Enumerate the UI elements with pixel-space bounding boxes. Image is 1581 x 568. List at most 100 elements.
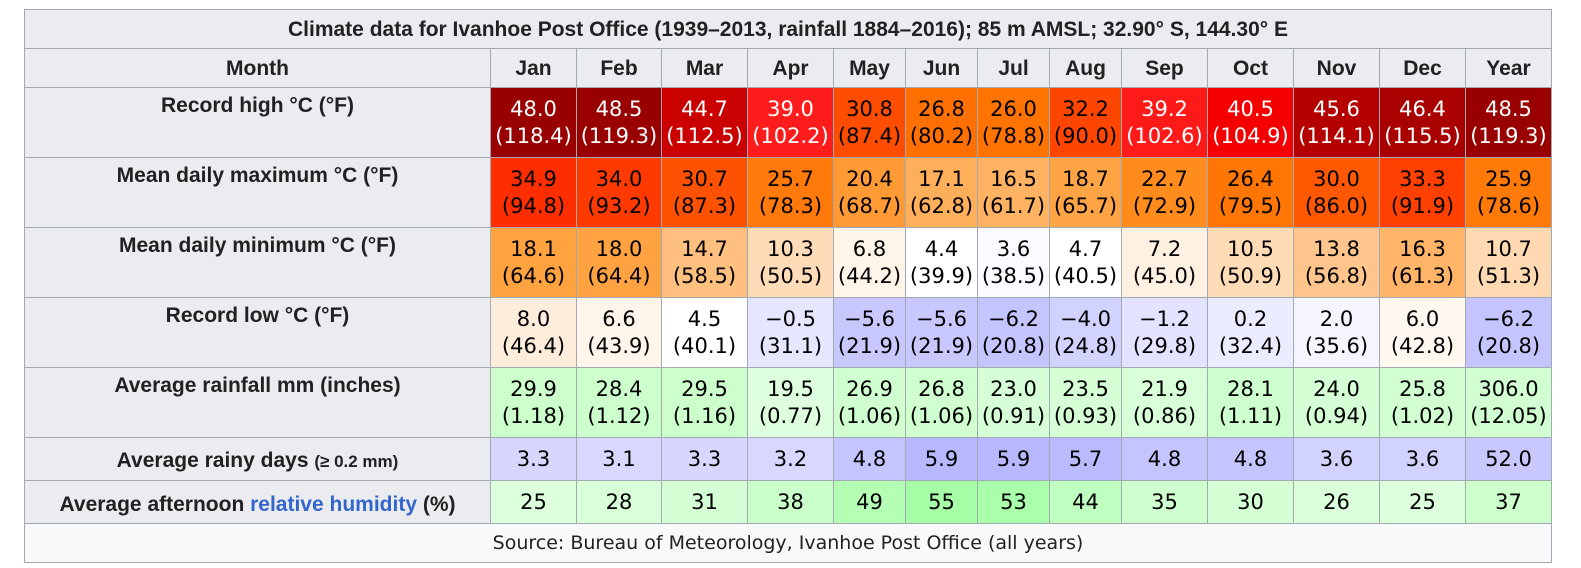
cell-value-converted: (78.8) xyxy=(981,123,1046,148)
row-header: Mean daily maximum °C (°F) xyxy=(24,157,491,228)
cell-value-converted: (1.18) xyxy=(501,403,566,428)
table-cell: 10.7 (51.3) xyxy=(1465,227,1552,298)
relative-humidity-link[interactable]: relative humidity xyxy=(250,492,417,516)
cell-value: 4.4 xyxy=(924,236,959,261)
cell-value-converted: (58.5) xyxy=(672,263,737,288)
table-cell: 26.8 (80.2) xyxy=(905,87,978,158)
cell-value-converted: (12.05) xyxy=(1470,403,1547,428)
cell-value-converted: (102.2) xyxy=(752,123,829,148)
cell-value: 48.5 xyxy=(595,96,643,121)
cell-value: 21.9 xyxy=(1141,376,1188,401)
table-row: Average rainy days (≥ 0.2 mm) 3.3 3.1 3.3 3.… xyxy=(24,437,1552,481)
cell-value: 18.1 xyxy=(510,236,557,261)
cell-value: 10.7 xyxy=(1485,236,1532,261)
cell-value: 0.2 xyxy=(1233,306,1268,331)
cell-value-converted: (64.6) xyxy=(501,263,566,288)
column-header-jun: Jun xyxy=(905,48,978,88)
cell-value-converted: (65.7) xyxy=(1053,193,1118,218)
cell-value-converted: (61.3) xyxy=(1390,263,1455,288)
cell-value: 45.6 xyxy=(1313,96,1360,121)
cell-value: 306.0 xyxy=(1478,376,1539,401)
cell-value-converted: (90.0) xyxy=(1053,123,1118,148)
climate-table: Climate data for Ivanhoe Post Office (19… xyxy=(24,9,1552,563)
cell-value: 25.7 xyxy=(767,166,814,191)
table-cell: 25.8 (1.02) xyxy=(1379,367,1466,438)
cell-value: 17.1 xyxy=(918,166,965,191)
table-cell: 4.5 (40.1) xyxy=(661,297,748,368)
column-header-dec: Dec xyxy=(1379,48,1466,88)
table-row: Mean daily maximum °C (°F) 34.9 (94.8) 34.0… xyxy=(24,157,1552,228)
row-header-label: Mean daily maximum °C (°F) xyxy=(116,164,399,187)
cell-value: 3.6 xyxy=(1319,446,1354,471)
cell-value: 23.5 xyxy=(1062,376,1109,401)
cell-value-converted: (79.5) xyxy=(1218,193,1283,218)
table-cell: 32.2 (90.0) xyxy=(1049,87,1122,158)
table-cell: 30.8 (87.4) xyxy=(833,87,906,158)
table-row: Average rainfall mm (inches) 29.9 (1.18) 28… xyxy=(24,367,1552,438)
cell-value: 26 xyxy=(1323,489,1350,514)
cell-value: 23.0 xyxy=(990,376,1037,401)
table-cell: 23.0 (0.91) xyxy=(977,367,1050,438)
table-cell: 49 xyxy=(833,480,906,524)
cell-value-converted: (62.8) xyxy=(909,193,974,218)
table-cell: 24.0 (0.94) xyxy=(1293,367,1380,438)
cell-value-converted: (87.4) xyxy=(837,123,902,148)
table-row: Record low °C (°F) 8.0 (46.4) 6.6 (43.9) 4.5(… xyxy=(24,297,1552,368)
cell-value: 28 xyxy=(605,489,633,514)
table-cell: 28 xyxy=(576,480,662,524)
cell-value: 55 xyxy=(928,489,955,514)
cell-value: 22.7 xyxy=(1141,166,1188,191)
table-cell: 7.2 (45.0) xyxy=(1121,227,1208,298)
cell-value: 5.7 xyxy=(1068,446,1103,471)
table-cell: 44 xyxy=(1049,480,1122,524)
column-header-jul: Jul xyxy=(977,48,1050,88)
cell-value-converted: (93.2) xyxy=(587,193,651,218)
cell-value-converted: (46.4) xyxy=(501,333,566,358)
table-cell: −5.6 (21.9) xyxy=(833,297,906,368)
cell-value-converted: (61.7) xyxy=(981,193,1046,218)
row-header: Average rainfall mm (inches) xyxy=(24,367,491,438)
cell-value: 10.5 xyxy=(1227,236,1274,261)
cell-value: 16.5 xyxy=(990,166,1037,191)
cell-value: 4.8 xyxy=(1233,446,1268,471)
table-cell: 46.4 (115.5) xyxy=(1379,87,1466,158)
table-cell: 48.0 (118.4) xyxy=(490,87,577,158)
table-cell: −6.2 (20.8) xyxy=(977,297,1050,368)
cell-value: 26.4 xyxy=(1227,166,1274,191)
cell-value: 37 xyxy=(1495,489,1522,514)
table-cell: 48.5 (119.3) xyxy=(1465,87,1552,158)
cell-value-converted: (0.91) xyxy=(981,403,1046,428)
table-cell: 23.5 (0.93) xyxy=(1049,367,1122,438)
table-cell: 39.0 (102.2) xyxy=(747,87,834,158)
table-cell: −5.6 (21.9) xyxy=(905,297,978,368)
table-cell: 18.1 (64.6) xyxy=(490,227,577,298)
table-cell: 37 xyxy=(1465,480,1552,524)
cell-value: 13.8 xyxy=(1313,236,1360,261)
cell-value: 4.8 xyxy=(852,446,887,471)
cell-value: 7.2 xyxy=(1147,236,1182,261)
table-cell: 25 xyxy=(1379,480,1466,524)
table-cell: 29.9 (1.18) xyxy=(490,367,577,438)
table-cell: 30 xyxy=(1207,480,1294,524)
cell-value: 28.1 xyxy=(1227,376,1274,401)
table-cell: 17.1 (62.8) xyxy=(905,157,978,228)
cell-value: 14.7 xyxy=(681,236,728,261)
column-header-aug: Aug xyxy=(1049,48,1122,88)
table-cell: 40.5 (104.9) xyxy=(1207,87,1294,158)
row-header: Mean daily minimum °C (°F) xyxy=(24,227,491,298)
cell-value: 25.9 xyxy=(1485,166,1532,191)
table-cell: 3.6 (38.5) xyxy=(977,227,1050,298)
cell-value-converted: (31.1) xyxy=(758,333,823,358)
cell-value: 33.3 xyxy=(1399,166,1446,191)
column-header-may: May xyxy=(833,48,906,88)
cell-value: 31 xyxy=(691,489,718,514)
table-cell: 3.6 xyxy=(1379,437,1466,481)
table-cell: 18.0 (64.4) xyxy=(576,227,662,298)
row-header-label: Record low °C (°F) xyxy=(165,304,350,327)
column-header-jan: Jan xyxy=(490,48,577,88)
table-cell: 3.2 xyxy=(747,437,834,481)
cell-value-converted: (0.86) xyxy=(1132,403,1197,428)
table-row: Record high °C (°F) 48.0 (118.4) 48.5 (119.3… xyxy=(24,87,1552,158)
table-cell: 26.9 (1.06) xyxy=(833,367,906,438)
cell-value-converted: (68.7) xyxy=(837,193,902,218)
